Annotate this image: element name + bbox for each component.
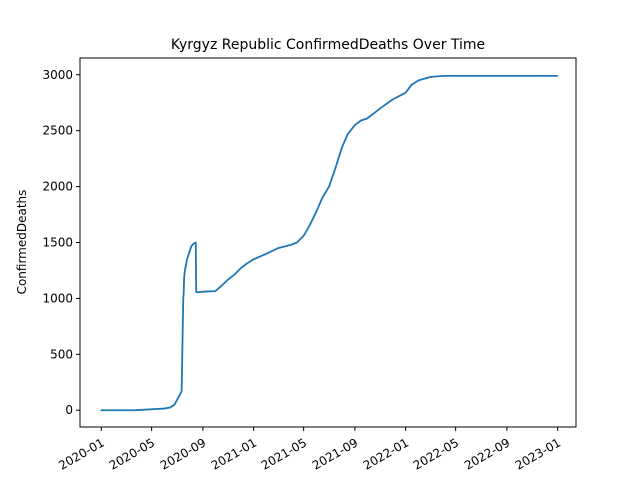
x-tick-label: 2020-01 (56, 435, 106, 472)
x-tick-label: 2021-05 (259, 435, 309, 472)
x-tick-label: 2022-05 (411, 435, 461, 472)
y-tick-label: 1500 (42, 236, 73, 250)
x-tick-label: 2020-09 (158, 435, 208, 472)
x-tick-label: 2022-09 (462, 435, 512, 472)
chart-title: Kyrgyz Republic ConfirmedDeaths Over Tim… (171, 37, 485, 53)
x-tick-label: 2021-09 (310, 435, 360, 472)
x-tick-label: 2020-05 (107, 435, 157, 472)
y-tick-label: 2000 (42, 180, 73, 194)
x-tick-label: 2021-01 (209, 435, 259, 472)
plot-frame (79, 57, 577, 428)
x-tick-label: 2023-01 (513, 435, 563, 472)
series-line-0 (100, 74, 559, 412)
x-tick-label: 2022-01 (361, 435, 411, 472)
y-tick-label: 1000 (42, 291, 73, 305)
y-tick-label: 0 (65, 403, 73, 417)
y-axis-label: ConfirmedDeaths (15, 190, 29, 295)
y-tick-label: 2500 (42, 124, 73, 138)
series-group (100, 74, 559, 412)
y-tick-label: 500 (50, 347, 73, 361)
y-tick-label: 3000 (42, 68, 73, 82)
